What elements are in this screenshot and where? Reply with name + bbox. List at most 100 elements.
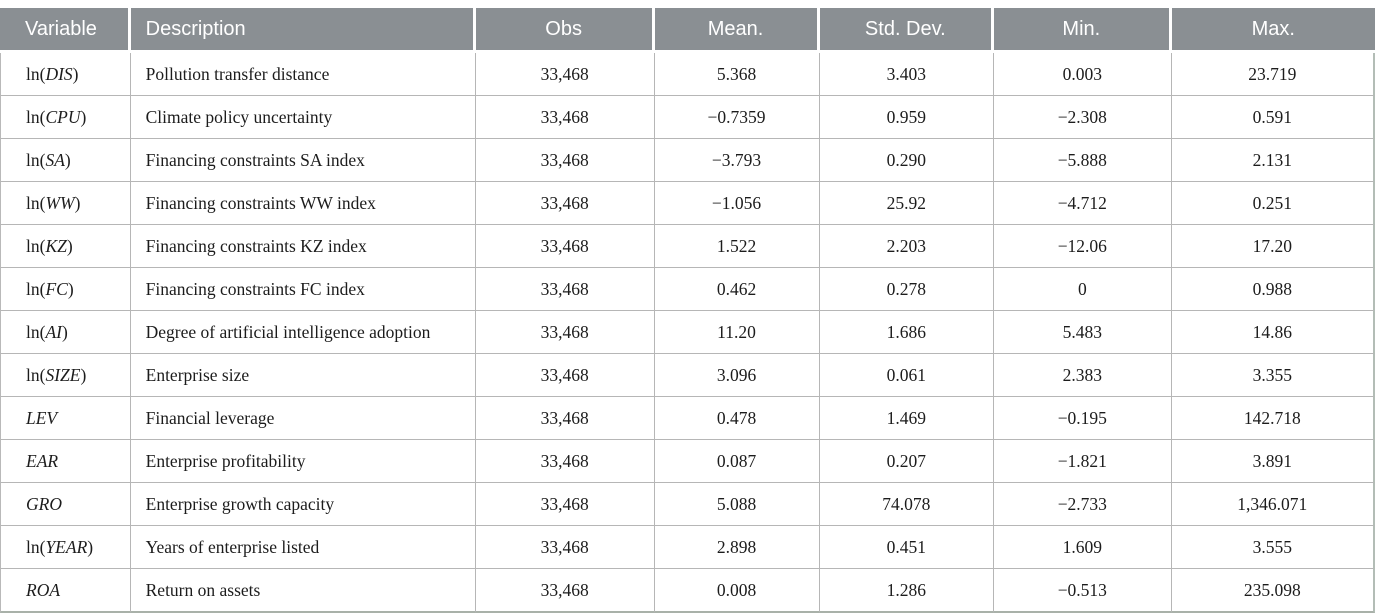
cell-variable: ln(KZ) <box>0 225 131 268</box>
cell-std-dev: 1.469 <box>819 397 995 440</box>
table-row: GRO Enterprise growth capacity 33,468 5.088… <box>0 483 1375 526</box>
table-row: EAR Enterprise profitability 33,468 0.087 0.… <box>0 440 1375 483</box>
cell-mean: 5.368 <box>654 53 820 96</box>
cell-max: 14.86 <box>1171 311 1375 354</box>
cell-min: −1.821 <box>994 440 1172 483</box>
cell-description: Financing constraints FC index <box>130 268 476 311</box>
cell-variable: ln(SIZE) <box>0 354 131 397</box>
cell-description: Pollution transfer distance <box>130 53 476 96</box>
cell-variable: ROA <box>0 569 131 613</box>
cell-max: 0.988 <box>1171 268 1375 311</box>
cell-obs: 33,468 <box>475 96 655 139</box>
cell-variable: ln(CPU) <box>0 96 131 139</box>
table-row: ln(YEAR) Years of enterprise listed 33,468… <box>0 526 1375 569</box>
cell-obs: 33,468 <box>475 53 655 96</box>
cell-max: 142.718 <box>1171 397 1375 440</box>
cell-std-dev: 0.278 <box>819 268 995 311</box>
cell-std-dev: 0.451 <box>819 526 995 569</box>
cell-min: −2.308 <box>994 96 1172 139</box>
cell-mean: −3.793 <box>654 139 820 182</box>
cell-variable: LEV <box>0 397 131 440</box>
cell-obs: 33,468 <box>475 354 655 397</box>
cell-description: Climate policy uncertainty <box>130 96 476 139</box>
cell-min: 0.003 <box>994 53 1172 96</box>
cell-description: Years of enterprise listed <box>130 526 476 569</box>
cell-description: Enterprise size <box>130 354 476 397</box>
cell-std-dev: 1.286 <box>819 569 995 613</box>
cell-obs: 33,468 <box>475 526 655 569</box>
cell-variable: ln(YEAR) <box>0 526 131 569</box>
cell-mean: 2.898 <box>654 526 820 569</box>
cell-max: 3.891 <box>1171 440 1375 483</box>
cell-description: Financing constraints SA index <box>130 139 476 182</box>
cell-std-dev: 0.207 <box>819 440 995 483</box>
cell-std-dev: 2.203 <box>819 225 995 268</box>
cell-std-dev: 1.686 <box>819 311 995 354</box>
cell-obs: 33,468 <box>475 483 655 526</box>
cell-min: 5.483 <box>994 311 1172 354</box>
cell-max: 2.131 <box>1171 139 1375 182</box>
cell-max: 3.355 <box>1171 354 1375 397</box>
cell-obs: 33,468 <box>475 311 655 354</box>
cell-min: 2.383 <box>994 354 1172 397</box>
cell-mean: 0.087 <box>654 440 820 483</box>
cell-std-dev: 25.92 <box>819 182 995 225</box>
table-body: ln(DIS) Pollution transfer distance 33,468… <box>0 53 1375 613</box>
cell-variable: ln(WW) <box>0 182 131 225</box>
cell-description: Enterprise profitability <box>130 440 476 483</box>
table-row: ln(SA) Financing constraints SA index 33,4… <box>0 139 1375 182</box>
cell-min: 1.609 <box>994 526 1172 569</box>
cell-max: 23.719 <box>1171 53 1375 96</box>
column-header-description: Description <box>130 8 476 53</box>
cell-mean: 5.088 <box>654 483 820 526</box>
cell-min: −0.513 <box>994 569 1172 613</box>
cell-variable: ln(FC) <box>0 268 131 311</box>
cell-min: −4.712 <box>994 182 1172 225</box>
cell-max: 17.20 <box>1171 225 1375 268</box>
cell-max: 235.098 <box>1171 569 1375 613</box>
descriptive-statistics-table: Variable Description Obs Mean. Std. Dev.… <box>0 8 1375 613</box>
cell-description: Return on assets <box>130 569 476 613</box>
cell-description: Financing constraints WW index <box>130 182 476 225</box>
cell-mean: 0.478 <box>654 397 820 440</box>
cell-mean: 3.096 <box>654 354 820 397</box>
column-header-mean: Mean. <box>654 8 820 53</box>
cell-description: Financing constraints KZ index <box>130 225 476 268</box>
cell-variable: ln(SA) <box>0 139 131 182</box>
table-row: LEV Financial leverage 33,468 0.478 1.469 −0.… <box>0 397 1375 440</box>
table-row: ln(WW) Financing constraints WW index 33,4… <box>0 182 1375 225</box>
cell-min: −12.06 <box>994 225 1172 268</box>
cell-min: −5.888 <box>994 139 1172 182</box>
column-header-min: Min. <box>994 8 1172 53</box>
cell-description: Enterprise growth capacity <box>130 483 476 526</box>
cell-max: 1,346.071 <box>1171 483 1375 526</box>
table-row: ln(DIS) Pollution transfer distance 33,468… <box>0 53 1375 96</box>
cell-min: −2.733 <box>994 483 1172 526</box>
cell-obs: 33,468 <box>475 182 655 225</box>
cell-max: 0.251 <box>1171 182 1375 225</box>
cell-obs: 33,468 <box>475 569 655 613</box>
cell-mean: 0.008 <box>654 569 820 613</box>
table-row: ln(AI) Degree of artificial intelligence … <box>0 311 1375 354</box>
column-header-max: Max. <box>1171 8 1375 53</box>
cell-std-dev: 0.959 <box>819 96 995 139</box>
cell-variable: ln(AI) <box>0 311 131 354</box>
cell-variable: EAR <box>0 440 131 483</box>
cell-mean: 11.20 <box>654 311 820 354</box>
column-header-variable: Variable <box>0 8 131 53</box>
column-header-std-dev: Std. Dev. <box>819 8 995 53</box>
cell-mean: −1.056 <box>654 182 820 225</box>
cell-obs: 33,468 <box>475 225 655 268</box>
cell-min: 0 <box>994 268 1172 311</box>
cell-mean: 1.522 <box>654 225 820 268</box>
cell-std-dev: 0.290 <box>819 139 995 182</box>
table-row: ROA Return on assets 33,468 0.008 1.286 −0.51… <box>0 569 1375 613</box>
cell-std-dev: 74.078 <box>819 483 995 526</box>
cell-std-dev: 0.061 <box>819 354 995 397</box>
cell-obs: 33,468 <box>475 268 655 311</box>
cell-obs: 33,468 <box>475 440 655 483</box>
cell-max: 0.591 <box>1171 96 1375 139</box>
table-row: ln(KZ) Financing constraints KZ index 33,4… <box>0 225 1375 268</box>
table-row: ln(FC) Financing constraints FC index 33,4… <box>0 268 1375 311</box>
